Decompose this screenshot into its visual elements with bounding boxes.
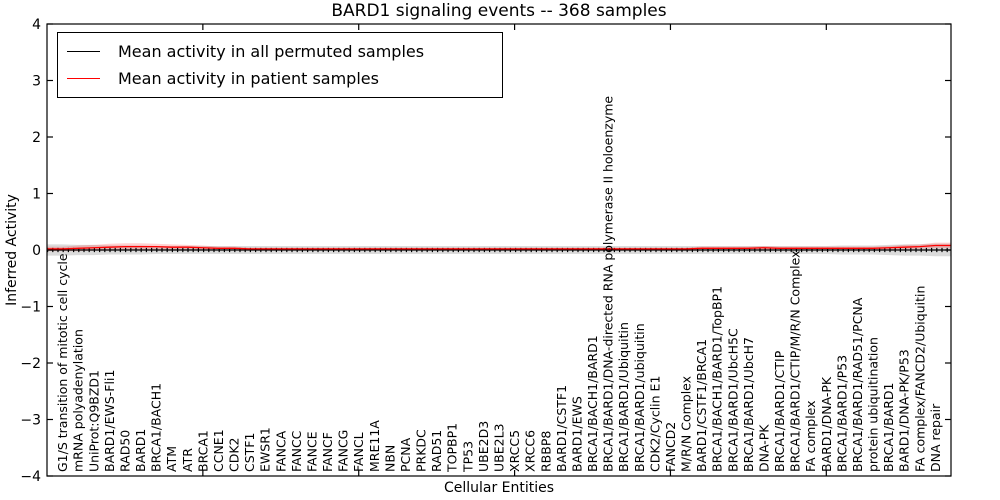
y-tick-label: −4 (20, 469, 41, 485)
x-tick-label: BARD1/DNA-PK (819, 376, 834, 472)
x-tick-label: mRNA polyadenylation (71, 329, 86, 472)
x-tick-label: DNA-PK (756, 424, 771, 472)
y-tick-label: −2 (20, 356, 41, 372)
x-tick-label: BRCA1 (195, 430, 210, 472)
legend-entry: Mean activity in all permuted samples (67, 42, 502, 61)
x-tick-label: FANCD2 (663, 422, 678, 472)
x-tick-label: UBE2D3 (476, 421, 491, 472)
legend: Mean activity in all permuted samples Mea… (57, 32, 503, 98)
legend-line-sample (67, 50, 100, 52)
legend-label: Mean activity in patient samples (118, 69, 379, 89)
x-tick-label: NBN (382, 445, 397, 472)
x-tick-label: BRCA1/BARD1/Ubiquitin (616, 322, 631, 472)
x-tick-label: MRE11A (367, 420, 382, 472)
x-tick-label: BRCA1/BARD1 (881, 383, 896, 472)
x-axis-title: Cellular Entities (443, 480, 555, 496)
chart-title: BARD1 signaling events -- 368 samples (331, 1, 667, 21)
x-tick-label: BRCA1/BACH1/BARD1/TopBP1 (710, 286, 725, 472)
x-tick-label: TOPBP1 (445, 423, 460, 473)
x-tick-label: RAD51 (429, 430, 444, 472)
x-tick-label: BARD1 (133, 429, 148, 472)
x-tick-label: BARD1/DNA-PK/P53 (897, 349, 912, 472)
x-tick-label: BARD1/EWS (569, 396, 584, 472)
x-tick-label: FANCG (336, 430, 351, 472)
x-tick-label: BRCA1/BACH1/BARD1 (585, 335, 600, 472)
x-tick-label: EWSR1 (258, 427, 273, 472)
y-axis-title: Inferred Activity (4, 194, 20, 306)
x-tick-label: CCNE1 (211, 429, 226, 472)
x-tick-label: PRKDC (414, 429, 429, 472)
x-tick-label: FA complex (803, 400, 818, 472)
y-tick-label: −1 (20, 300, 41, 316)
x-tick-label: protein ubiquitination (866, 337, 881, 472)
x-tick-label: BRCA1/BARD1/ubiquitin (632, 323, 647, 472)
x-tick-label: RAD50 (117, 430, 132, 472)
y-tick-label: 0 (32, 243, 41, 259)
x-tick-label: CSTF1 (242, 433, 257, 472)
x-tick-label: DNA repair (928, 403, 943, 472)
x-tick-label: FANCF (320, 432, 335, 472)
x-tick-label: CDK2/Cyclin E1 (647, 376, 662, 472)
x-tick-label: BARD1/CSTF1 (554, 385, 569, 472)
x-tick-label: BRCA1/BARD1/CTIP (772, 350, 787, 472)
y-tick-label: 4 (32, 17, 41, 33)
x-tick-label: BRCA1/BARD1/RAD51/PCNA (850, 297, 865, 472)
legend-label: Mean activity in all permuted samples (118, 41, 425, 61)
x-tick-label: UniProt:Q9BZD1 (86, 370, 101, 472)
x-tick-label: FANCL (351, 432, 366, 472)
y-tick-label: 3 (32, 74, 41, 90)
x-tick-label: BARD1/EWS-Fli1 (102, 370, 117, 472)
x-tick-label: RBBP8 (538, 431, 553, 472)
legend-entry: Mean activity in patient samples (67, 69, 502, 88)
x-tick-label: G1/S transition of mitotic cell cycle (55, 253, 70, 472)
legend-line-sample (67, 78, 100, 80)
x-tick-label: ATR (180, 448, 195, 472)
x-tick-label: XRCC5 (507, 430, 522, 472)
x-tick-label: BRCA1/BARD1/DNA-directed RNA polymerase … (601, 96, 616, 472)
x-tick-label: BRCA1/BARD1/P53 (834, 355, 849, 472)
x-tick-label: BRCA1/BARD1/UbcH7 (741, 337, 756, 472)
x-tick-label: M/R/N Complex (679, 376, 694, 472)
patient-mean-line (47, 244, 951, 250)
x-tick-label: BARD1/CSTF1/BRCA1 (694, 339, 709, 472)
y-tick-label: 2 (32, 130, 41, 146)
x-tick-label: TP53 (460, 441, 475, 473)
x-tick-label: PCNA (398, 437, 413, 472)
y-tick-label: −3 (20, 413, 41, 429)
x-tick-label: BRCA1/BACH1 (149, 383, 164, 472)
x-tick-label: UBE2L3 (492, 424, 507, 473)
x-tick-label: FANCA (273, 430, 288, 472)
x-tick-label: BRCA1/BARD1/CTIP/M/R/N Complex (788, 250, 803, 472)
x-tick-label: BRCA1/BARD1/UbcH5C (725, 328, 740, 472)
x-tick-label: FANCE (304, 431, 319, 472)
x-tick-label: CDK2 (227, 437, 242, 472)
x-tick-label: FA complex/FANCD2/Ubiquitin (912, 286, 927, 472)
x-tick-label: ATM (164, 446, 179, 472)
x-tick-label: FANCC (289, 430, 304, 472)
y-tick-label: 1 (32, 187, 41, 203)
x-tick-label: XRCC6 (523, 430, 538, 472)
